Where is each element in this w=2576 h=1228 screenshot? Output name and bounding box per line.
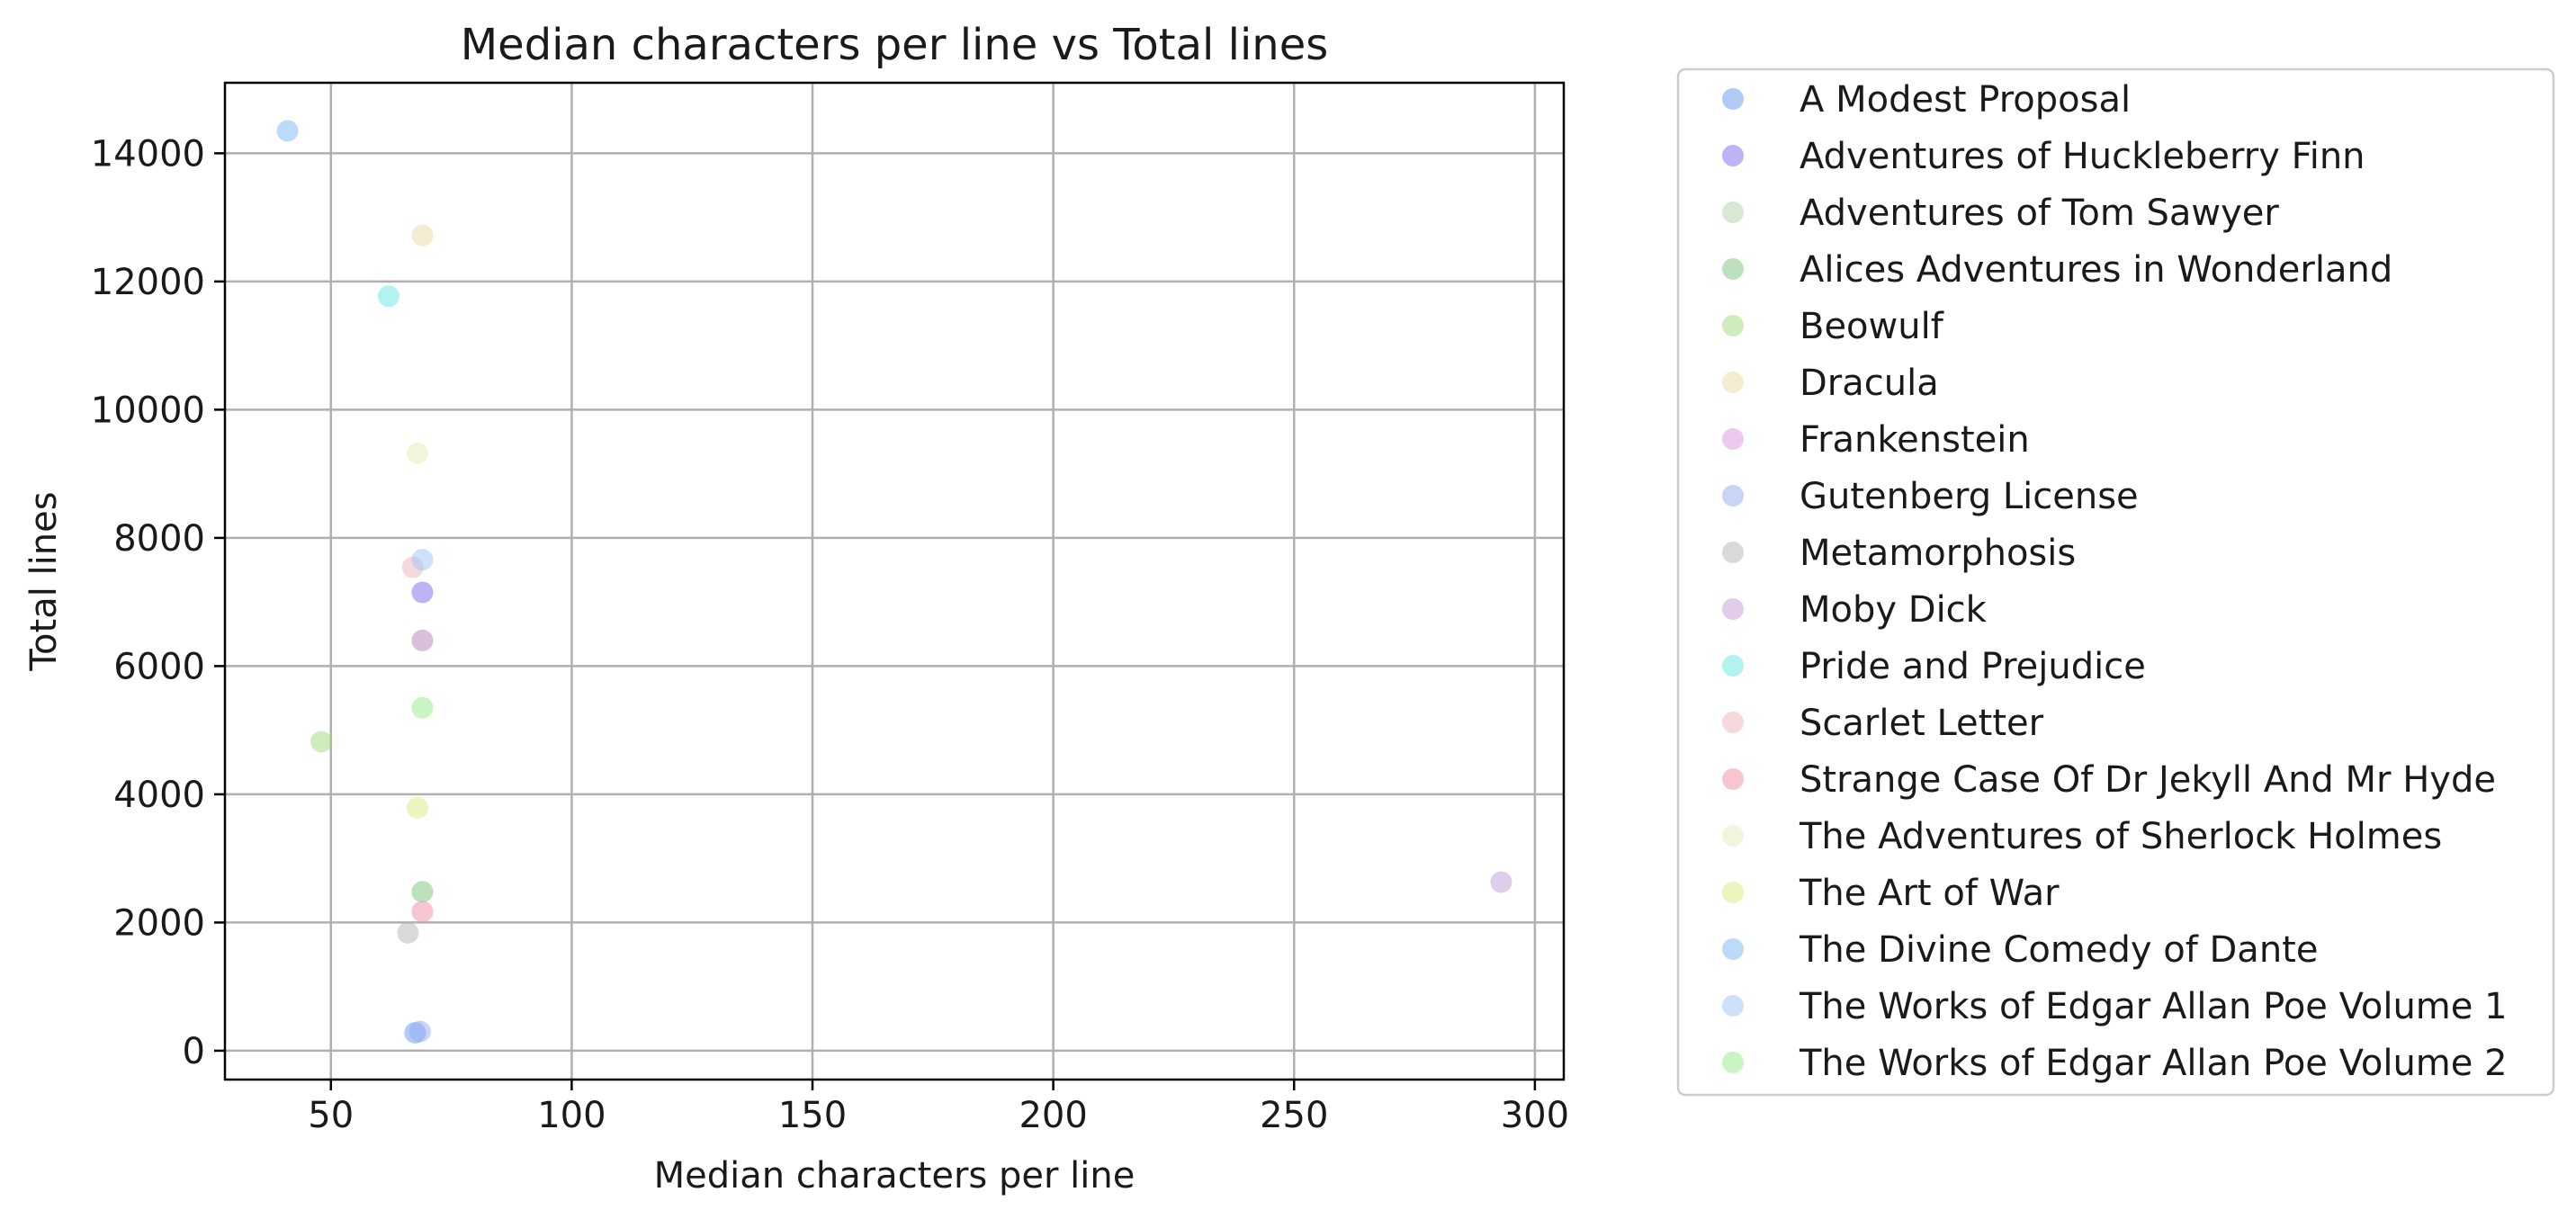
legend-label: A Modest Proposal [1800, 79, 2131, 121]
data-point [397, 921, 419, 944]
x-tick-label: 250 [1260, 1095, 1328, 1136]
legend-label: Dracula [1800, 363, 1939, 404]
legend-marker [1722, 825, 1744, 847]
data-point [411, 696, 434, 719]
legend-marker [1722, 995, 1744, 1017]
y-axis-label: Total lines [23, 491, 65, 671]
legend: A Modest Proposal Adventures of Huckleber… [1676, 67, 2555, 1097]
legend-marker [1722, 542, 1744, 563]
data-point [411, 881, 434, 903]
data-point [1490, 871, 1512, 893]
data-point [408, 1020, 431, 1043]
x-axis-label: Median characters per line [654, 1155, 1135, 1197]
legend-marker [1722, 428, 1744, 450]
data-point [377, 285, 399, 308]
y-tick-label: 8000 [113, 518, 205, 560]
data-point [411, 581, 434, 604]
legend-label: Beowulf [1800, 306, 1944, 347]
legend-marker [1722, 598, 1744, 620]
data-point [411, 629, 434, 651]
data-points [276, 120, 1512, 1044]
data-point [411, 901, 434, 923]
y-tick-label: 0 [183, 1031, 205, 1072]
data-point [276, 120, 299, 142]
plot-frame [223, 81, 1566, 1081]
y-tick-label: 12000 [91, 262, 205, 303]
x-tick-label: 150 [778, 1095, 847, 1136]
legend-marker [1722, 315, 1744, 336]
y-tick-label: 14000 [91, 133, 205, 175]
y-tick-label: 4000 [113, 775, 205, 816]
y-tick-label: 2000 [113, 902, 205, 944]
legend-marker [1722, 882, 1744, 903]
legend-items: A Modest Proposal Adventures of Huckleber… [1722, 79, 2508, 1084]
legend-label: Alices Adventures in Wonderland [1800, 249, 2392, 291]
legend-marker [1722, 88, 1744, 110]
legend-label: Scarlet Letter [1800, 703, 2044, 744]
legend-label: Metamorphosis [1800, 533, 2076, 574]
legend-marker [1722, 712, 1744, 733]
legend-marker [1722, 938, 1744, 960]
legend-marker [1722, 258, 1744, 280]
axis-ticks: 50 100 150 200 250 300 0 2000 4000 6000 8000 10000 1… [91, 133, 1569, 1136]
data-point [411, 224, 434, 246]
y-tick-label: 10000 [91, 390, 205, 431]
legend-label: Gutenberg License [1800, 476, 2139, 517]
legend-marker [1722, 372, 1744, 393]
x-tick-label: 200 [1019, 1095, 1087, 1136]
x-tick-label: 50 [308, 1095, 354, 1136]
legend-label: The Works of Edgar Allan Poe Volume 1 [1799, 986, 2508, 1027]
legend-marker [1722, 1052, 1744, 1073]
chart-title: Median characters per line vs Total line… [461, 20, 1329, 70]
legend-frame [1676, 67, 2555, 1097]
legend-label: Adventures of Tom Sawyer [1800, 193, 2279, 234]
legend-label: The Divine Comedy of Dante [1799, 929, 2318, 971]
grid-lines [225, 83, 1564, 1080]
legend-marker [1722, 145, 1744, 166]
legend-label: The Works of Edgar Allan Poe Volume 2 [1799, 1043, 2508, 1084]
legend-marker [1722, 202, 1744, 223]
legend-label: Moby Dick [1800, 589, 1988, 631]
data-point [411, 549, 434, 571]
legend-marker [1722, 655, 1744, 677]
legend-label: Pride and Prejudice [1800, 646, 2146, 687]
legend-marker [1722, 768, 1744, 790]
legend-label: The Adventures of Sherlock Holmes [1799, 816, 2442, 857]
data-point [310, 731, 333, 753]
legend-marker [1722, 485, 1744, 506]
x-tick-label: 300 [1501, 1095, 1569, 1136]
x-tick-label: 100 [537, 1095, 606, 1136]
data-point [407, 796, 429, 819]
y-tick-label: 6000 [113, 646, 205, 687]
legend-label: Adventures of Huckleberry Finn [1800, 136, 2365, 177]
legend-label: Strange Case Of Dr Jekyll And Mr Hyde [1800, 759, 2496, 801]
legend-label: The Art of War [1799, 873, 2060, 914]
legend-label: Frankenstein [1800, 419, 2030, 461]
data-point [407, 442, 429, 464]
